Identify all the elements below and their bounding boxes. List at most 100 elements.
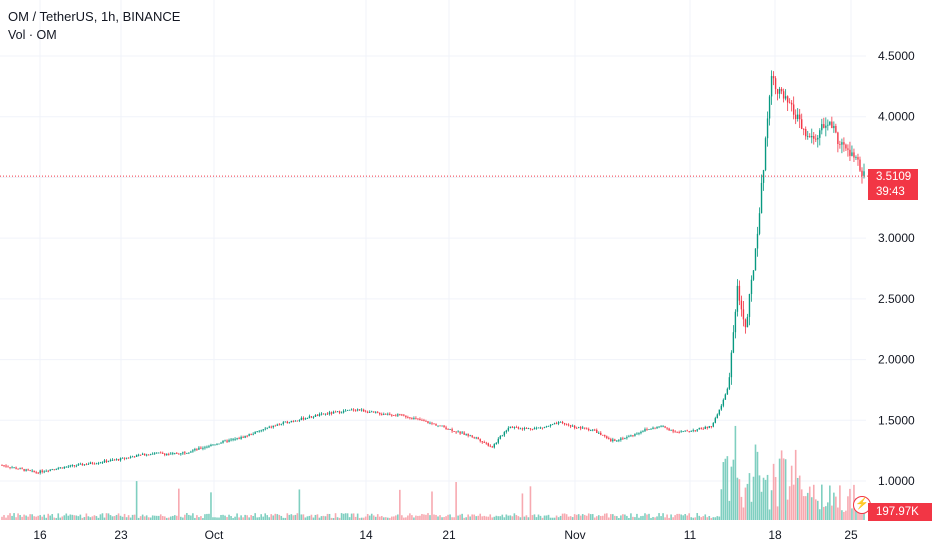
volume-bar: [190, 515, 192, 520]
candle-body: [260, 430, 262, 432]
candle-body: [604, 435, 606, 437]
candle-body: [383, 414, 385, 415]
volume-bar: [537, 514, 540, 520]
volume-bar: [266, 515, 269, 520]
volume-bar: [782, 458, 785, 520]
candle-body: [232, 439, 234, 441]
volume-bar: [634, 517, 636, 520]
volume-bar: [543, 515, 546, 520]
volume-bar: [29, 514, 31, 520]
candle-body: [780, 88, 783, 92]
candle-body: [41, 470, 43, 472]
candle-body: [220, 442, 222, 444]
candle-body: [228, 440, 230, 442]
volume-bar: [350, 513, 353, 520]
volume-bar: [652, 516, 654, 520]
volume-bar: [648, 513, 650, 520]
candle-body: [487, 443, 489, 446]
candle-body: [678, 432, 680, 433]
volume-bar: [238, 517, 240, 520]
candle-body: [565, 424, 568, 426]
volume-bar: [310, 514, 313, 520]
volume-indicator-label[interactable]: Vol · OM: [8, 28, 57, 42]
volume-bar: [226, 517, 228, 520]
candle-body: [354, 410, 357, 412]
volume-bar: [662, 513, 664, 520]
volume-bar: [632, 516, 634, 520]
x-axis-tick-label: Oct: [205, 528, 224, 542]
candle-body: [65, 466, 67, 468]
volume-bar: [344, 513, 347, 520]
candle-body: [614, 439, 616, 441]
y-axis-tick-label: 3.0000: [878, 231, 915, 245]
candle-body: [429, 422, 431, 424]
volume-bar: [435, 514, 437, 520]
candle-body: [433, 423, 435, 425]
candle-body: [196, 449, 198, 450]
volume-bar: [463, 517, 465, 520]
candle-body: [276, 424, 278, 426]
volume-bar: [300, 514, 303, 520]
volume-bar: [453, 517, 455, 520]
volume-bar: [360, 517, 363, 520]
candle-body: [45, 470, 47, 472]
volume-bar: [282, 517, 285, 520]
volume-bar: [322, 515, 325, 520]
candle-body: [310, 416, 313, 418]
x-axis-tick-label: 23: [114, 528, 128, 542]
lightning-icon[interactable]: ⚡: [853, 496, 871, 514]
volume-bar: [208, 513, 210, 520]
volume-bar: [57, 513, 60, 520]
candle-body: [431, 422, 433, 424]
volume-bar: [724, 458, 727, 520]
volume-bar: [258, 517, 260, 520]
candle-body: [288, 422, 291, 424]
candle-body: [776, 88, 779, 94]
symbol-title[interactable]: OM / TetherUS, 1h, BINANCE: [8, 9, 181, 24]
volume-bar: [268, 517, 271, 520]
volume-bar: [37, 515, 39, 520]
candle-body: [813, 136, 815, 139]
candle-body: [720, 405, 723, 410]
volume-bar: [624, 514, 626, 520]
volume-bar: [67, 515, 70, 520]
candle-body: [51, 469, 53, 471]
volume-bar: [808, 486, 811, 520]
candle-body: [204, 447, 206, 449]
candle-body: [612, 439, 614, 442]
candle-body: [403, 414, 405, 416]
volume-bar: [716, 516, 719, 520]
volume-bar: [358, 517, 361, 520]
candle-body: [147, 454, 150, 456]
volume-bar: [553, 517, 556, 520]
volume-bar: [131, 514, 134, 520]
volume-bar: [835, 496, 837, 520]
candle-body: [449, 429, 451, 430]
candle-body: [441, 425, 443, 427]
candle-body: [696, 429, 698, 431]
candle-body: [702, 428, 704, 430]
candle-body: [121, 457, 124, 459]
candle-body: [362, 409, 365, 412]
candle-body: [531, 429, 534, 430]
candle-body: [13, 467, 15, 469]
volume-bar: [184, 514, 186, 520]
volume-bar: [240, 515, 242, 520]
candle-body: [839, 144, 841, 145]
candle-body: [762, 170, 765, 183]
candle-body: [5, 465, 7, 467]
candle-body: [579, 427, 582, 429]
candle-body: [662, 426, 664, 428]
candle-body: [437, 425, 439, 427]
volume-bar: [837, 507, 839, 520]
volume-bar: [744, 487, 747, 520]
volume-bar: [318, 517, 321, 520]
volume-bar: [839, 485, 841, 520]
candle-body: [154, 452, 156, 454]
volume-bar: [210, 492, 212, 520]
volume-bar: [278, 514, 281, 520]
candle-body: [35, 472, 37, 473]
candle-body: [610, 439, 612, 442]
